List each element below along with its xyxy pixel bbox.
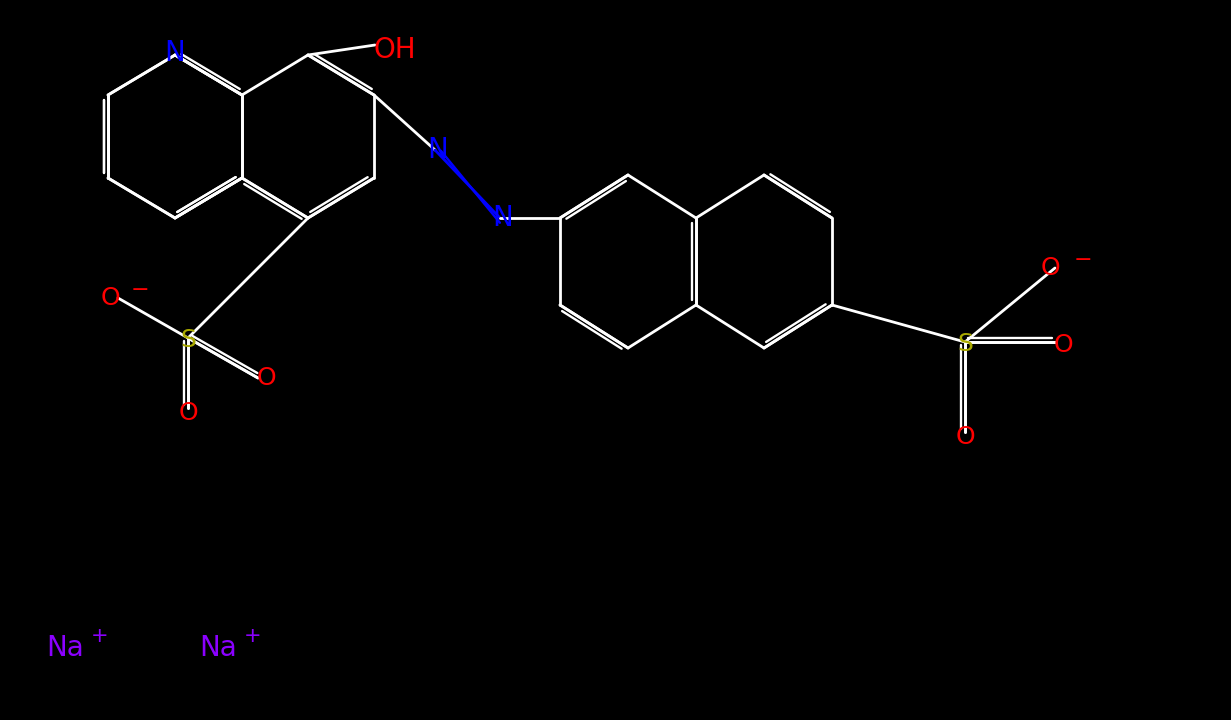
Text: +: + <box>91 626 108 646</box>
Text: O: O <box>256 366 276 390</box>
Text: S: S <box>956 332 972 356</box>
Text: O: O <box>100 286 119 310</box>
Text: −: − <box>1073 250 1092 270</box>
Text: O: O <box>178 401 198 425</box>
Text: O: O <box>1040 256 1060 280</box>
Text: O: O <box>955 425 975 449</box>
Text: S: S <box>180 328 196 352</box>
Text: OH: OH <box>374 36 416 64</box>
Text: +: + <box>244 626 262 646</box>
Text: −: − <box>130 280 149 300</box>
Text: O: O <box>1054 333 1072 357</box>
Text: N: N <box>165 39 186 67</box>
Text: N: N <box>492 204 513 232</box>
Text: Na: Na <box>199 634 236 662</box>
Text: N: N <box>427 136 448 164</box>
Text: Na: Na <box>46 634 84 662</box>
